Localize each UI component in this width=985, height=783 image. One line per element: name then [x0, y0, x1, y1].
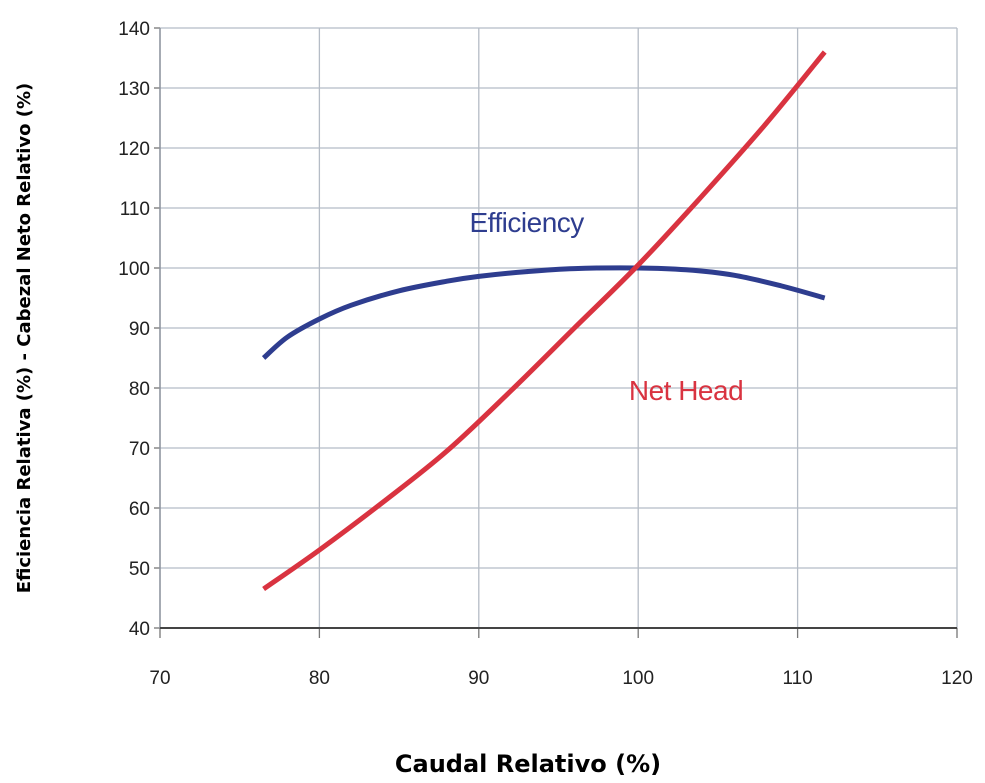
series-annotations: Efficiency Net Head: [469, 207, 743, 406]
y-tick-label: 50: [129, 559, 150, 580]
x-tick-label: 120: [941, 668, 973, 689]
y-tick-label: 90: [129, 319, 150, 340]
x-tick-label: 80: [309, 668, 330, 689]
y-tick-label: 100: [118, 259, 150, 280]
y-tick-label: 40: [129, 619, 150, 640]
y-tick-label: 80: [129, 379, 150, 400]
axes: [154, 27, 958, 638]
x-tick-labels: 70 80 90 100 110 120: [149, 668, 972, 689]
y-tick-label: 60: [129, 499, 150, 520]
y-tick-label: 140: [118, 19, 150, 40]
x-axis-title: Caudal Relativo (%): [395, 750, 661, 778]
x-tick-label: 110: [782, 668, 812, 689]
y-tick-label: 120: [118, 139, 150, 160]
efficiency-label: Efficiency: [469, 207, 584, 238]
net-head-label: Net Head: [629, 375, 743, 406]
net-head-line: [262, 50, 827, 592]
x-tick-label: 70: [149, 668, 170, 689]
y-tick-label: 110: [120, 199, 150, 220]
x-tick-label: 90: [468, 668, 489, 689]
efficiency-line: [261, 265, 826, 360]
series-lines: [261, 50, 827, 592]
x-tick-label: 100: [622, 668, 654, 689]
y-tick-label: 130: [118, 79, 150, 100]
y-tick-labels: 40 50 60 70 80 90 100 110 120 130 140: [118, 19, 150, 640]
y-tick-label: 70: [129, 439, 150, 460]
y-axis-title: Eficiencia Relativa (%) - Cabezal Neto R…: [14, 83, 35, 594]
